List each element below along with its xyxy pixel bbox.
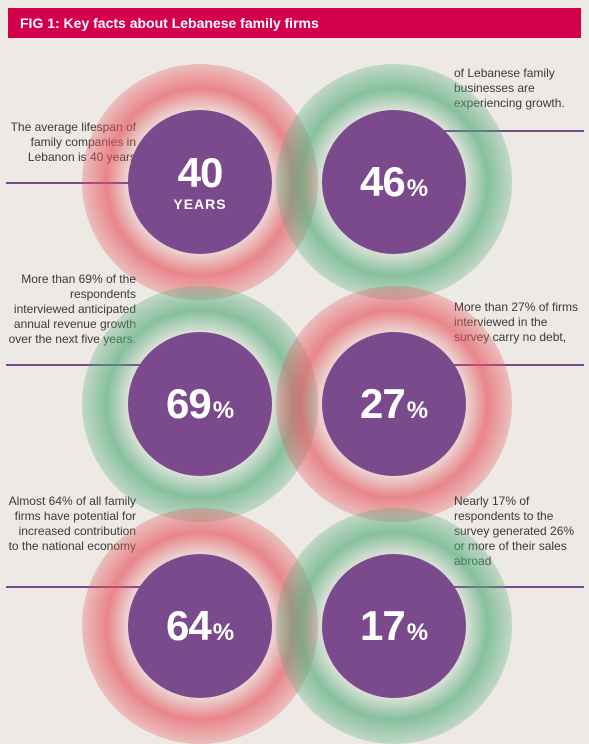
stat-grid: The average lifespan of family companies… [0, 50, 589, 715]
percent-icon: % [407, 619, 428, 646]
percent-icon: % [407, 175, 428, 202]
stat-cell: Nearly 17% of respondents to the survey … [294, 494, 588, 716]
stat-value: 46 [360, 158, 405, 205]
percent-icon: % [213, 619, 234, 646]
figure-title: FIG 1: Key facts about Lebanese family f… [20, 15, 319, 31]
stat-circle: 64% [110, 536, 290, 716]
stat-value-line: 27% [360, 383, 428, 425]
stat-cell: More than 69% of the respondents intervi… [0, 272, 294, 494]
stat-value-line: 46% [360, 161, 428, 203]
stat-value-line: 17% [360, 605, 428, 647]
stat-value: 69 [166, 380, 211, 427]
stat-core: 69% [128, 332, 272, 476]
percent-icon: % [213, 397, 234, 424]
stat-value: 64 [166, 602, 211, 649]
stat-circle: 17% [304, 536, 484, 716]
stat-cell: The average lifespan of family companies… [0, 50, 294, 272]
stat-core: 17% [322, 554, 466, 698]
stat-value: 40 [178, 152, 223, 194]
stat-core: 40 YEARS [128, 110, 272, 254]
stat-value: 27 [360, 380, 405, 427]
stat-core: 27% [322, 332, 466, 476]
stat-cell: Almost 64% of all family firms have pote… [0, 494, 294, 716]
stat-core: 46% [322, 110, 466, 254]
stat-value-line: 69% [166, 383, 234, 425]
stat-cell: More than 27% of firms interviewed in th… [294, 272, 588, 494]
stat-unit: YEARS [173, 196, 226, 212]
stat-value-line: 64% [166, 605, 234, 647]
stat-cell: of Lebanese family businesses are experi… [294, 50, 588, 272]
stat-value: 17 [360, 602, 405, 649]
figure-title-bar: FIG 1: Key facts about Lebanese family f… [8, 8, 581, 38]
stat-circle: 46% [304, 92, 484, 272]
stat-circle: 40 YEARS [110, 92, 290, 272]
stat-circle: 27% [304, 314, 484, 494]
percent-icon: % [407, 397, 428, 424]
stat-core: 64% [128, 554, 272, 698]
stat-circle: 69% [110, 314, 290, 494]
